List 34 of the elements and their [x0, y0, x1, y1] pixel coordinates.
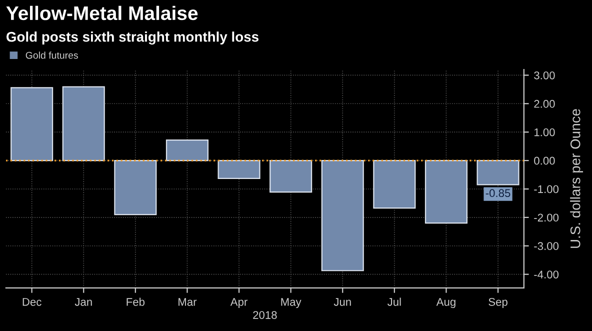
chart-title: Yellow-Metal Malaise — [6, 6, 198, 20]
y-tick-label: -3.00 — [534, 242, 559, 250]
bar — [476, 160, 520, 186]
bar — [10, 87, 54, 162]
y-tick-label: -1.00 — [534, 185, 559, 194]
x-tick-label: Mar — [178, 298, 197, 306]
chart-subtitle: Gold posts sixth straight monthly loss — [6, 32, 258, 45]
x-tick-label: Sep — [488, 298, 508, 308]
bar — [62, 86, 105, 162]
x-tick-label: Jul — [387, 298, 401, 306]
bar — [114, 160, 157, 216]
data-label: -0.85 — [486, 189, 510, 198]
bar — [218, 160, 260, 180]
bar — [270, 160, 312, 193]
x-tick-label: Apr — [230, 298, 248, 308]
x-tick-label: May — [281, 298, 302, 308]
y-tick-label: 0.00 — [534, 156, 555, 165]
bar — [373, 160, 416, 209]
legend-label: Gold futures — [26, 52, 78, 59]
x-tick-label: Jun — [334, 298, 351, 306]
y-tick-label: -4.00 — [534, 270, 559, 278]
bar — [166, 140, 208, 162]
x-tick-label: Jan — [74, 298, 92, 306]
y-tick-label: -2.00 — [534, 214, 559, 222]
y-tick-label: 1.00 — [534, 128, 555, 136]
y-axis-title: U.S. dollars per Ounce — [570, 109, 584, 248]
x-tick-label: Aug — [436, 298, 456, 308]
y-tick-label: 3.00 — [534, 71, 555, 80]
x-tick-label: Dec — [22, 298, 42, 306]
x-axis-title: 2018 — [253, 311, 277, 319]
bar — [424, 160, 468, 224]
bar — [321, 160, 364, 272]
y-tick-label: 2.00 — [534, 100, 555, 108]
x-tick-label: Feb — [126, 298, 145, 306]
